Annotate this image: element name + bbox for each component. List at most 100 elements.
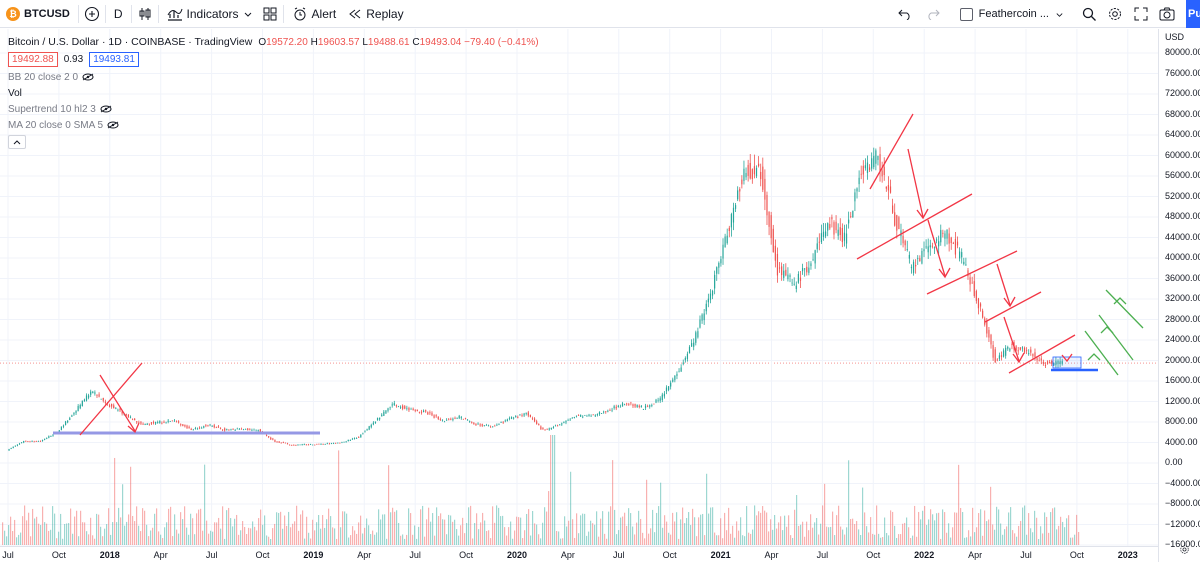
candle-body	[253, 429, 255, 431]
candle-body	[611, 409, 613, 411]
compare-checkbox[interactable]	[959, 7, 973, 21]
layouts-button[interactable]	[259, 3, 281, 25]
volume-bar	[36, 516, 38, 545]
candle-body	[843, 232, 846, 241]
candle-body	[954, 238, 957, 255]
candle-body	[542, 427, 544, 430]
candle-body	[10, 447, 12, 449]
candle-body	[894, 212, 896, 226]
indicator-legend-vol[interactable]: Vol	[8, 85, 539, 101]
eye-hidden-icon[interactable]	[82, 73, 94, 81]
candle-body	[362, 433, 364, 435]
volume-bar	[382, 514, 384, 545]
candle-body	[730, 214, 732, 228]
candle-body	[791, 282, 793, 284]
price-axis[interactable]: USD 80000.00 76000.00 72000.00 68000.00 6400…	[1158, 29, 1200, 562]
volume-bar	[306, 516, 308, 545]
chart-type-button[interactable]	[134, 3, 156, 25]
volume-bar	[316, 522, 318, 545]
currency-label[interactable]: USD	[1165, 32, 1185, 42]
volume-bar	[68, 523, 70, 545]
volume-bar	[310, 538, 312, 545]
candle-body	[812, 259, 814, 261]
sell-price-button[interactable]: 19492.88	[8, 51, 58, 67]
snapshot-button[interactable]	[1156, 3, 1178, 25]
candle-body	[607, 410, 609, 412]
volume-bar	[790, 535, 792, 545]
candle-body	[904, 240, 906, 246]
volume-bar	[320, 528, 322, 545]
axis-settings-button[interactable]	[1179, 542, 1190, 560]
candle-body	[37, 440, 39, 442]
time-tick-label: 2019	[303, 550, 324, 560]
volume-bar	[570, 471, 572, 545]
candle-body	[50, 436, 52, 437]
chart-pane[interactable]	[0, 29, 1158, 546]
undo-button[interactable]	[894, 3, 916, 25]
indicator-legend-supertrend[interactable]: Supertrend 10 hl2 3	[8, 101, 539, 117]
volume-bar	[132, 515, 134, 545]
search-button[interactable]	[1078, 3, 1100, 25]
compare-symbol-select[interactable]: Feathercoin ...	[959, 7, 1064, 21]
volume-bar	[126, 521, 128, 545]
indicators-button[interactable]: Indicators	[161, 0, 259, 28]
symbol-search[interactable]: ₿ BTCUSD	[0, 0, 76, 28]
volume-bar	[1044, 512, 1046, 545]
redo-button[interactable]	[922, 3, 944, 25]
buy-price-button[interactable]: 19493.81	[89, 51, 139, 67]
legend-collapse-button[interactable]	[8, 135, 26, 149]
volume-bar	[196, 513, 198, 545]
candle-body	[257, 430, 259, 431]
candle-body	[653, 403, 655, 405]
alert-button[interactable]: Alert	[286, 0, 343, 28]
volume-bar	[1000, 523, 1002, 545]
publish-button[interactable]: Pu	[1186, 0, 1200, 28]
volume-bar	[648, 533, 650, 545]
indicator-legend-bb[interactable]: BB 20 close 2 0	[8, 69, 539, 85]
candle-body	[1049, 362, 1051, 363]
volume-bar	[684, 523, 686, 545]
candle-body	[929, 245, 931, 248]
price-tick-label: 72000.00	[1165, 88, 1200, 98]
candle-body	[487, 425, 490, 427]
candle-body	[594, 415, 596, 417]
candle-body	[860, 173, 862, 175]
compare-add-button[interactable]	[81, 3, 103, 25]
replay-button[interactable]: Replay	[342, 0, 409, 28]
volume-bar	[46, 523, 48, 545]
volume-bar	[730, 533, 732, 545]
eye-hidden-icon[interactable]	[100, 105, 112, 113]
volume-bar	[822, 505, 824, 545]
volume-bar	[508, 527, 510, 545]
candle-body	[795, 285, 797, 289]
volume-bar	[506, 535, 508, 545]
candle-body	[265, 435, 268, 436]
candle-body	[609, 410, 611, 411]
settings-button[interactable]	[1104, 3, 1126, 25]
time-axis[interactable]: Jul Oct 2018 Apr Jul Oct 2019 Apr Jul Oct 2020 Apr J…	[0, 546, 1158, 562]
candle-body	[238, 428, 240, 430]
volume-bar	[242, 521, 244, 545]
candle-body	[586, 415, 588, 417]
candle-body	[592, 414, 594, 416]
candle-body	[370, 424, 372, 428]
volume-bar	[318, 514, 320, 545]
volume-bar	[738, 530, 740, 545]
interval-button[interactable]: D	[108, 0, 129, 28]
replay-label: Replay	[366, 6, 404, 21]
volume-bar	[964, 537, 966, 545]
indicator-legend-ma[interactable]: MA 20 close 0 SMA 5	[8, 117, 539, 133]
price-chart[interactable]	[0, 29, 1158, 546]
fullscreen-button[interactable]	[1130, 3, 1152, 25]
low-value: 19488.61	[367, 36, 410, 48]
candle-body	[1028, 353, 1030, 355]
candle-body	[950, 237, 952, 244]
candle-body	[58, 430, 60, 432]
volume-bar	[742, 535, 744, 545]
volume-bar	[918, 511, 920, 545]
volume-bar	[468, 507, 470, 545]
volume-bar	[350, 535, 352, 545]
eye-hidden-icon[interactable]	[107, 121, 119, 129]
candle-body	[624, 404, 626, 406]
candle-body	[1057, 360, 1059, 365]
